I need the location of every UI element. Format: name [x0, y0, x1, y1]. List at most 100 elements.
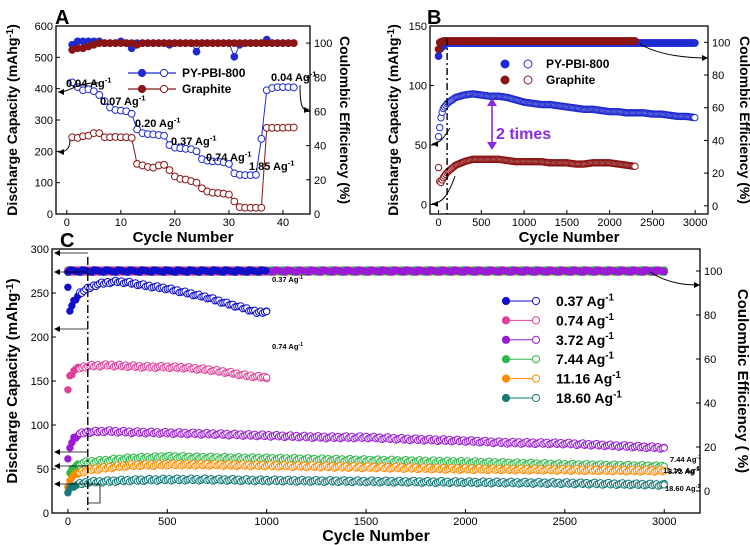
ce-point: [660, 267, 668, 276]
y2-tick-label: 80: [314, 72, 326, 84]
capacity-point: [225, 190, 233, 199]
y2-tick-label: 0: [712, 201, 718, 213]
x-tick-label: 2000: [597, 217, 621, 229]
legend-label: 0.37 Ag-1: [556, 292, 615, 309]
legend-marker-filled: [501, 335, 511, 344]
capacity-point: [89, 87, 98, 96]
capacity-point: [127, 133, 136, 142]
y-tick-label: 100: [31, 420, 49, 432]
y2-axis-label: Coulombic Efficiency ( %): [734, 289, 750, 473]
arrowhead: [58, 149, 64, 155]
y-tick-label: 300: [35, 115, 53, 127]
y2-axis-label: Coulombic Efficiency (%): [337, 36, 353, 204]
capacity-point: [230, 197, 239, 206]
legend-label: 18.60 Ag-1: [556, 389, 622, 406]
ce-point: [289, 39, 298, 47]
ce-point: [690, 39, 699, 47]
plot-frame-B: [429, 25, 709, 215]
legend-marker-open: [531, 296, 541, 306]
legend-marker-filled: [501, 296, 511, 306]
arrowhead: [54, 269, 60, 275]
end-annotation: 0.37 Ag-1: [272, 275, 303, 284]
end-annotation: 7.44 Ag-1: [670, 455, 701, 464]
arrowhead: [432, 141, 438, 147]
capacity-point: [436, 123, 444, 132]
legend-marker-open: [531, 355, 541, 364]
capacity-point: [160, 131, 168, 140]
y2-tick-label: 20: [314, 175, 326, 187]
y2-tick-label: 20: [704, 442, 716, 454]
x-tick-label: 3000: [652, 516, 676, 528]
legend-marker-open: [523, 59, 533, 69]
x-tick-label: 2500: [640, 217, 664, 229]
x-tick-label: 3000: [683, 217, 707, 229]
capacity-point: [192, 147, 201, 156]
x-tick-label: 30: [223, 217, 235, 229]
legend-marker-open: [159, 68, 169, 78]
panel-label-c: C: [60, 230, 74, 252]
y2-tick-label: 20: [712, 168, 724, 180]
capacity-point: [64, 386, 72, 394]
y-tick-label: 0: [421, 199, 427, 211]
capacity-point: [95, 91, 104, 99]
capacity-point: [165, 166, 174, 175]
y-tick-label: 100: [409, 80, 427, 92]
ce-point: [262, 267, 270, 275]
capacity-point: [133, 125, 141, 134]
x-tick-label: 2500: [553, 516, 577, 528]
end-annotation: 0.74 Ag-1: [272, 342, 303, 351]
capacity-point: [434, 132, 443, 141]
x-tick-label: 40: [277, 217, 289, 229]
legend-marker-filled: [501, 355, 511, 364]
x-axis-label: Cycle Number: [519, 229, 620, 246]
arrowhead: [54, 449, 60, 455]
y-axis-label: Discharge Capacity (mAhg-1): [385, 24, 401, 216]
legend-label: Graphite: [182, 82, 232, 96]
x-tick-label: 1500: [555, 217, 579, 229]
legend-label: Graphite: [546, 73, 596, 87]
capacity-point: [631, 162, 639, 171]
legend-marker-open: [531, 316, 541, 325]
capacity-point: [95, 129, 104, 138]
arrowhead: [58, 89, 64, 95]
legend-marker-filled: [501, 393, 511, 403]
capacity-point: [262, 373, 271, 382]
legend-label: 11.16 Ag-1: [556, 370, 622, 387]
y2-tick-label: 80: [704, 310, 716, 322]
y2-tick-label: 40: [712, 135, 724, 147]
y2-tick-label: 100: [704, 266, 722, 278]
ce-point: [192, 47, 201, 56]
y-tick-label: 500: [35, 52, 53, 64]
y-axis-label: Discharge Capacity (mAhg-1): [4, 278, 21, 483]
y2-tick-label: 40: [704, 398, 716, 410]
legend-marker-open: [159, 84, 169, 94]
rate-annotation: 0.04 Ag-1: [271, 70, 317, 84]
plot-frame-A: [55, 25, 311, 215]
arrowhead: [54, 326, 60, 332]
capacity-point: [262, 307, 271, 316]
arrowhead: [694, 282, 700, 288]
ce-point: [434, 52, 443, 60]
arrowhead: [304, 107, 310, 113]
legend-label: PY-PBI-800: [182, 66, 246, 80]
y-tick-label: 200: [31, 332, 49, 344]
panel-label-a: A: [55, 7, 69, 29]
capacity-point: [68, 78, 77, 87]
x-tick-label: 1500: [354, 516, 378, 528]
arrowhead: [54, 463, 60, 469]
rate-annotation: 0.37 Ag-1: [171, 134, 217, 148]
ce-point: [434, 45, 443, 54]
ce-point: [230, 52, 239, 61]
capacity-point: [289, 83, 298, 92]
y2-tick-label: 60: [712, 103, 724, 115]
capacity-point: [64, 455, 72, 463]
capacity-point: [252, 170, 260, 179]
legend-marker-filled: [501, 374, 511, 383]
capacity-point: [225, 159, 233, 168]
x-tick-label: 1000: [512, 217, 536, 229]
legend-marker-open: [531, 374, 541, 383]
legend-label: 7.44 Ag-1: [556, 351, 615, 368]
arrow-to-right-axis: [299, 84, 311, 111]
legend-label: 3.72 Ag-1: [556, 331, 615, 348]
capacity-point: [289, 123, 298, 132]
